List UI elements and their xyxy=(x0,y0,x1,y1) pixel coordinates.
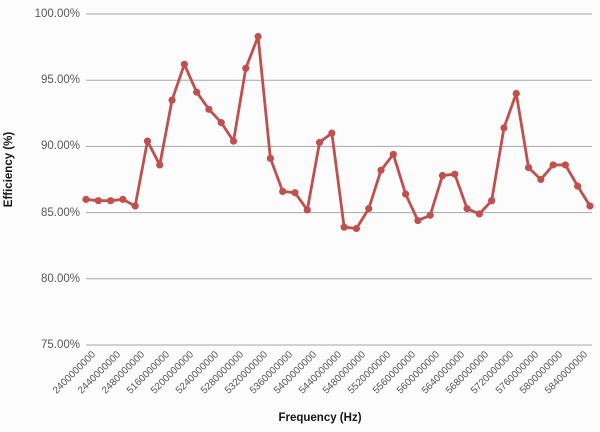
y-tick-label: 90.00% xyxy=(40,140,80,153)
data-point-marker xyxy=(438,171,447,180)
data-point-marker xyxy=(193,88,201,96)
x-axis-title: Frequency (Hz) xyxy=(278,412,362,424)
data-point-marker xyxy=(180,60,188,68)
data-point-marker xyxy=(414,216,422,225)
data-point-marker xyxy=(549,161,557,169)
data-point-marker xyxy=(586,202,594,210)
data-point-marker xyxy=(266,154,274,162)
data-point-marker xyxy=(402,190,410,198)
data-point-marker xyxy=(475,210,483,218)
data-point-marker xyxy=(500,124,508,132)
data-point-marker xyxy=(451,170,459,178)
data-point-marker xyxy=(340,223,348,231)
data-line xyxy=(84,35,592,230)
data-point-marker xyxy=(524,163,533,172)
data-point-marker xyxy=(377,166,385,174)
data-point-marker xyxy=(328,129,336,137)
data-point-marker xyxy=(512,89,520,98)
data-point-marker xyxy=(217,118,225,127)
data-point-marker xyxy=(389,150,397,158)
y-tick-label: 95.00% xyxy=(40,74,80,87)
data-point-marker xyxy=(156,161,164,169)
data-point-marker xyxy=(315,138,324,147)
data-point-marker xyxy=(537,175,545,184)
data-point-marker xyxy=(82,195,90,203)
data-point-marker xyxy=(106,197,115,205)
data-point-marker xyxy=(365,205,373,213)
data-point-marker xyxy=(229,137,238,145)
data-point-marker xyxy=(426,211,434,219)
data-point-marker xyxy=(143,137,152,145)
data-point-marker xyxy=(131,202,139,210)
data-point-marker xyxy=(574,182,582,190)
data-point-marker xyxy=(561,161,570,169)
y-tick-label: 85.00% xyxy=(40,206,80,219)
y-tick-label: 75.00% xyxy=(40,339,80,351)
data-point-marker xyxy=(279,187,287,196)
data-point-marker xyxy=(168,96,176,104)
data-point-marker xyxy=(254,32,262,41)
data-point-marker xyxy=(463,205,471,213)
data-point-marker xyxy=(488,197,496,205)
data-point-marker xyxy=(119,195,127,203)
y-tick-label: 80.00% xyxy=(40,272,80,285)
data-point-marker xyxy=(94,197,102,205)
data-point-marker xyxy=(352,224,361,233)
data-point-marker xyxy=(291,189,299,197)
data-point-marker xyxy=(205,105,213,113)
data-point-marker xyxy=(242,64,250,72)
data-point-marker xyxy=(303,206,311,214)
y-axis-title: Efficiency (%) xyxy=(3,131,15,208)
y-tick-label: 100.00% xyxy=(34,8,80,20)
